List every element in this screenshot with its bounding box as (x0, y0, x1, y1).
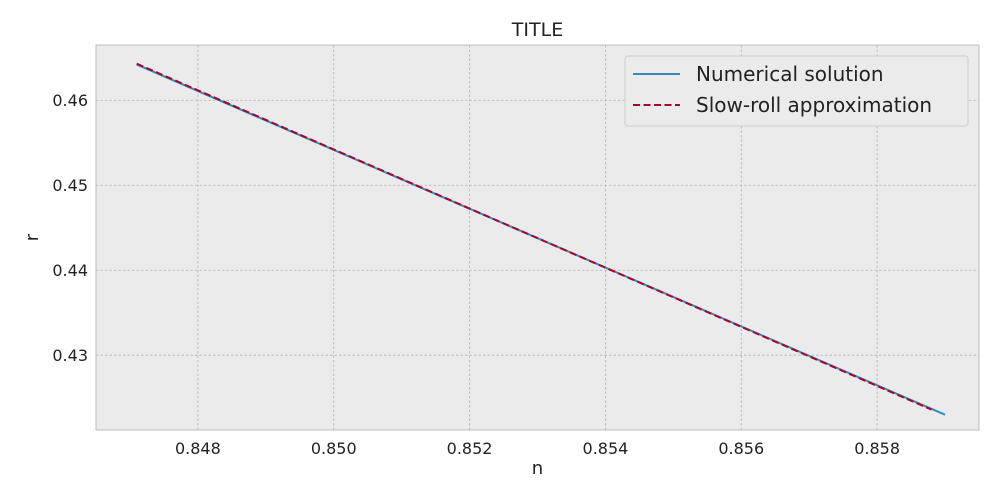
grid-lines (96, 45, 979, 430)
series-line-slow-roll-approximation (136, 62, 932, 411)
y-tick-label: 0.43 (52, 346, 88, 365)
x-tick-label: 0.848 (175, 439, 221, 458)
legend-box (624, 55, 969, 127)
plot-frame (95, 44, 980, 431)
x-axis-title: n (532, 458, 543, 479)
y-tick-label: 0.45 (52, 176, 88, 195)
y-tick-label: 0.46 (52, 91, 88, 110)
y-tick-label: 0.44 (52, 261, 88, 280)
x-tick-label: 0.852 (447, 439, 493, 458)
y-axis-title: r (22, 233, 43, 241)
series-lines (136, 62, 946, 416)
x-tick-label: 0.858 (854, 439, 900, 458)
x-tick-label: 0.850 (311, 439, 357, 458)
legend-label: Slow-roll approximation (696, 93, 932, 117)
tick-labels: 0.848 0.850 0.852 0.854 0.856 0.858 0.43 0.44 0.… (52, 91, 900, 458)
legend-label: Numerical solution (696, 62, 884, 86)
chart-title: TITLE (511, 19, 563, 41)
x-tick-label: 0.854 (583, 439, 629, 458)
legend: Numerical solution Slow-roll approximatio… (624, 55, 969, 127)
x-tick-label: 0.856 (718, 439, 764, 458)
